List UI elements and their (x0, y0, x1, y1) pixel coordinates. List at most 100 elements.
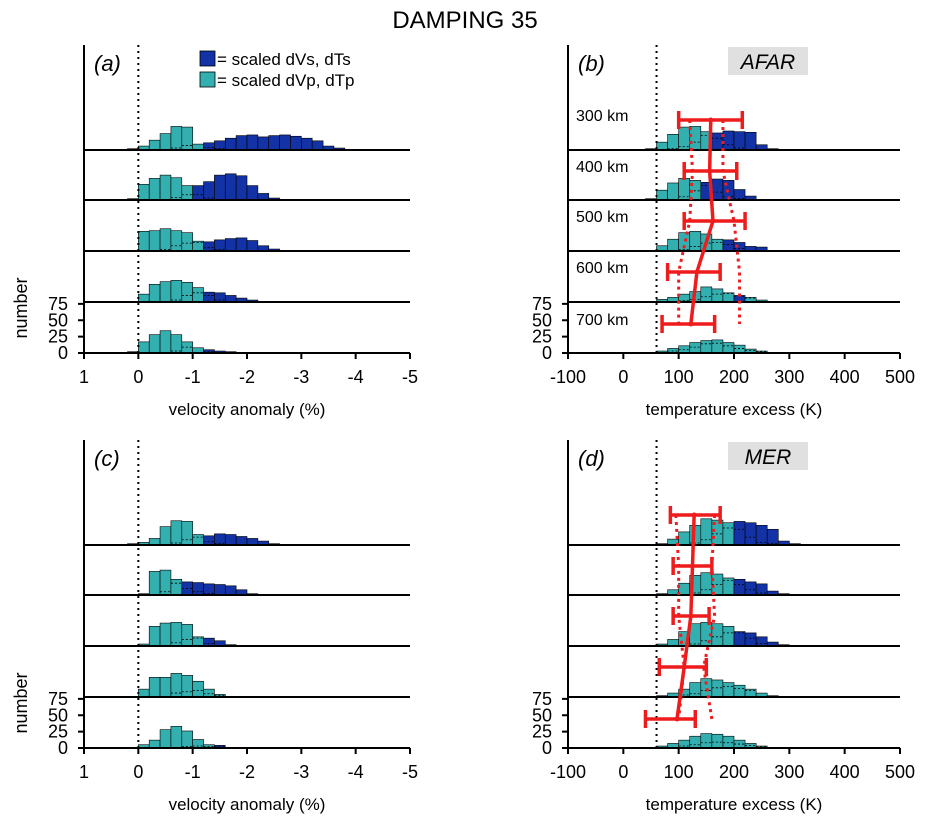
x-tick-label: -1 (185, 367, 201, 387)
x-tick-label: 0 (133, 367, 143, 387)
y-tick-label: 0 (58, 343, 68, 363)
y-axis-label: number (11, 277, 31, 338)
depth-label: 300 km (576, 108, 628, 125)
histogram-bar (170, 280, 183, 303)
legend-label-p: = scaled dVp, dTp (217, 71, 355, 90)
x-tick-label: -4 (348, 367, 364, 387)
histogram-bar (667, 182, 679, 201)
histogram-bar (689, 623, 702, 647)
panel-a (78, 45, 411, 359)
y-tick-label: 25 (532, 722, 552, 742)
histogram-bar (170, 520, 183, 546)
histogram-bar (689, 735, 702, 749)
histogram-bar (700, 572, 713, 596)
histogram-bar (203, 688, 215, 698)
histogram-bar (181, 624, 193, 647)
x-tick-label: 200 (719, 367, 749, 387)
y-tick-label: 0 (542, 343, 552, 363)
histogram-bar (711, 288, 724, 303)
histogram-bar (722, 735, 735, 749)
x-axis-label: velocity anomaly (%) (169, 400, 326, 419)
histogram-bar (203, 241, 215, 252)
x-tick-label: 300 (774, 762, 804, 782)
histogram-bar (181, 521, 193, 546)
histogram-bar (711, 679, 724, 698)
upper-bound-dotted-line (702, 514, 717, 720)
histogram-bar (203, 181, 215, 201)
histogram-bar (203, 291, 215, 303)
histogram-bar (722, 292, 735, 303)
x-tick-label: 400 (830, 762, 860, 782)
mean-point (710, 218, 716, 224)
histogram-bar (722, 130, 735, 151)
legend-swatch-s (199, 50, 216, 67)
panel-label: (c) (94, 446, 120, 471)
histogram-bar (192, 185, 204, 201)
histogram-bar (689, 231, 702, 252)
x-axis-label: velocity anomaly (%) (169, 795, 326, 814)
histogram-bar (203, 142, 215, 151)
depth-label: 600 km (576, 260, 628, 277)
histogram-bar (235, 536, 248, 546)
panel-label: (d) (578, 446, 605, 471)
x-tick-label: 0 (618, 762, 628, 782)
legend-swatch-p (199, 71, 216, 88)
histogram-bar (744, 132, 757, 151)
histogram-bar (170, 578, 183, 596)
histogram-bar (733, 684, 746, 698)
x-tick-label: 1 (79, 367, 89, 387)
histogram-bar (257, 136, 270, 151)
region-label: AFAR (739, 51, 795, 74)
x-tick-label: -5 (402, 367, 418, 387)
histogram-bar (700, 340, 713, 354)
upper-bound-dotted-line (721, 120, 742, 324)
histogram-bar (235, 175, 248, 201)
histogram-bar (159, 569, 172, 596)
histogram-bar (159, 174, 172, 201)
histogram-bar (181, 126, 193, 151)
mean-point (694, 269, 700, 275)
histogram-bar (214, 174, 226, 201)
histogram-bar (301, 137, 313, 151)
y-tick-label: 50 (48, 310, 68, 330)
x-tick-label: 0 (133, 762, 143, 782)
histogram-bar (181, 185, 193, 201)
histogram-bar (192, 739, 204, 749)
histogram-bar (138, 183, 150, 201)
histogram-bar (224, 534, 237, 546)
histogram-bar (722, 682, 735, 698)
x-tick-label: 100 (664, 762, 694, 782)
histogram-bar (148, 178, 161, 201)
region-label-bg (728, 47, 808, 75)
mean-point (681, 664, 687, 670)
histogram-bar (148, 230, 161, 252)
histogram-bar (722, 626, 735, 647)
histogram-bar (656, 189, 668, 201)
y-tick-label: 75 (532, 689, 552, 709)
histogram-bar (148, 626, 161, 647)
histogram-bar (148, 334, 161, 354)
region-label-bg (728, 442, 808, 470)
x-tick-label: 300 (774, 367, 804, 387)
histogram-bar (279, 134, 291, 151)
histogram-bar (246, 240, 259, 252)
x-tick-label: -100 (550, 367, 586, 387)
histogram-bar (733, 521, 746, 546)
panel-b (562, 45, 901, 359)
histogram-bar (711, 178, 724, 201)
x-tick-label: 400 (830, 367, 860, 387)
histogram-bar (170, 726, 183, 749)
y-tick-label: 50 (48, 705, 68, 725)
histogram-bar (766, 528, 779, 546)
y-tick-label: 25 (48, 722, 68, 742)
histogram-bar (159, 330, 172, 354)
histogram-bar (159, 729, 172, 749)
histogram-bar (170, 334, 183, 354)
histogram-bar (181, 282, 193, 303)
x-tick-label: -100 (550, 762, 586, 782)
histogram-bar (170, 230, 183, 252)
histogram-bar (159, 677, 172, 698)
mean-point (674, 716, 680, 722)
lower-bound-dotted-line (677, 119, 695, 324)
x-tick-label: 500 (885, 367, 915, 387)
